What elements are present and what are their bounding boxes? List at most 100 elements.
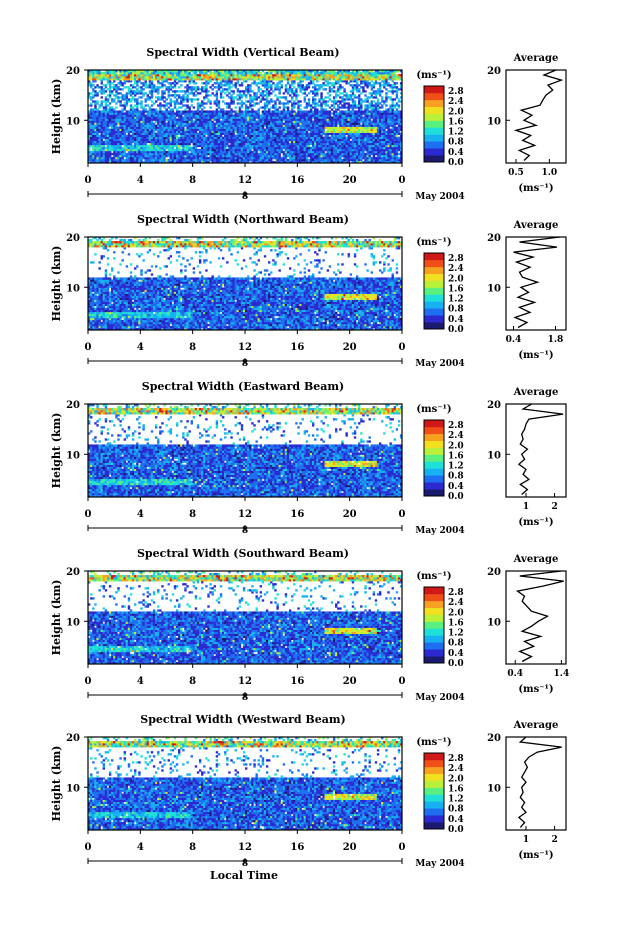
heat-cell: [238, 120, 242, 123]
heat-cell: [257, 114, 260, 117]
heat-cell: [232, 130, 235, 133]
heat-cell: [100, 134, 103, 138]
heat-cell: [395, 86, 399, 89]
heat-cell: [111, 136, 114, 140]
heat-cell: [198, 110, 202, 113]
heat-cell: [372, 128, 376, 131]
heat-cell: [261, 140, 265, 144]
heat-cell: [324, 108, 327, 111]
heat-cell: [261, 106, 265, 109]
heat-cell: [385, 132, 388, 135]
heat-cell: [255, 110, 258, 113]
heat-cell: [293, 104, 296, 107]
heat-cell: [251, 158, 254, 162]
heat-cell: [268, 136, 271, 140]
heat-cell: [123, 112, 126, 115]
heat-cell: [92, 108, 95, 111]
heat-cell: [100, 86, 103, 89]
heat-cell: [242, 138, 246, 142]
heat-cell: [232, 154, 235, 158]
heat-cell: [353, 126, 357, 129]
heat-cell: [182, 110, 185, 113]
heat-cell: [157, 138, 160, 142]
heat-cell: [140, 96, 143, 99]
heat-cell: [159, 108, 162, 111]
heat-cell: [284, 150, 288, 154]
heat-cell: [117, 134, 120, 138]
heat-cell: [211, 92, 214, 95]
heat-cell: [173, 118, 177, 121]
heat-cell: [291, 102, 294, 105]
heat-cell: [366, 152, 369, 156]
heat-cell: [140, 144, 143, 148]
heat-cell: [161, 152, 164, 156]
heat-cell: [186, 88, 189, 91]
heat-cell: [358, 150, 361, 154]
heat-cell: [205, 90, 208, 93]
heat-cell: [134, 160, 137, 164]
heat-cell: [226, 112, 229, 115]
heat-cell: [90, 142, 93, 146]
heat-cell: [280, 160, 283, 164]
heat-cell: [297, 108, 300, 111]
heat-cell: [278, 90, 281, 93]
heat-cell: [171, 136, 175, 140]
heat-cell: [257, 152, 260, 156]
heat-cell: [272, 118, 275, 121]
heat-cell: [238, 114, 242, 117]
heat-cell: [278, 140, 281, 144]
heat-cell: [245, 122, 248, 125]
heat-cell: [284, 98, 288, 101]
heat-cell: [159, 154, 162, 158]
heat-cell: [228, 102, 231, 105]
heat-cell: [393, 82, 397, 85]
heat-cell: [154, 132, 158, 135]
heat-cell: [234, 122, 237, 125]
heat-cell: [127, 154, 131, 158]
heat-cell: [138, 124, 141, 127]
heat-cell: [209, 102, 212, 105]
heat-cell: [286, 114, 290, 117]
heat-cell: [205, 156, 208, 160]
heat-cell: [314, 124, 317, 127]
heat-cell: [282, 150, 286, 154]
heat-cell: [360, 116, 363, 119]
heat-cell: [284, 126, 288, 129]
heat-cell: [316, 130, 319, 133]
heat-cell: [196, 152, 200, 156]
heat-cell: [305, 148, 309, 152]
heat-cell: [255, 128, 258, 131]
heat-cell: [88, 136, 91, 140]
heat-cell: [92, 90, 95, 93]
heat-cell: [232, 132, 235, 135]
heat-cell: [131, 148, 135, 152]
heat-cell: [345, 94, 348, 97]
heat-cell: [134, 124, 137, 127]
heat-cell: [100, 100, 103, 103]
heat-cell: [374, 92, 378, 95]
heat-cell: [339, 124, 342, 127]
heat-cell: [180, 106, 183, 109]
heat-cell: [219, 110, 223, 113]
heat-cell: [198, 116, 202, 119]
heat-cell: [129, 100, 133, 103]
heat-cell: [129, 142, 133, 146]
heat-cell: [115, 114, 118, 117]
heat-cell: [194, 88, 198, 91]
heat-cell: [324, 130, 327, 133]
heat-cell: [129, 92, 133, 95]
heat-cell: [249, 128, 252, 131]
heat-cell: [261, 122, 265, 125]
heat-cell: [261, 126, 265, 129]
heat-cell: [301, 142, 304, 146]
heat-cell: [121, 158, 124, 162]
heat-cell: [94, 106, 97, 109]
heat-cell: [142, 94, 145, 97]
heat-cell: [291, 152, 294, 156]
heat-cell: [355, 104, 359, 107]
heat-cell: [339, 128, 342, 131]
heat-cell: [364, 124, 367, 127]
heat-cell: [249, 120, 252, 123]
heat-cell: [224, 126, 227, 129]
heat-cell: [192, 88, 196, 91]
